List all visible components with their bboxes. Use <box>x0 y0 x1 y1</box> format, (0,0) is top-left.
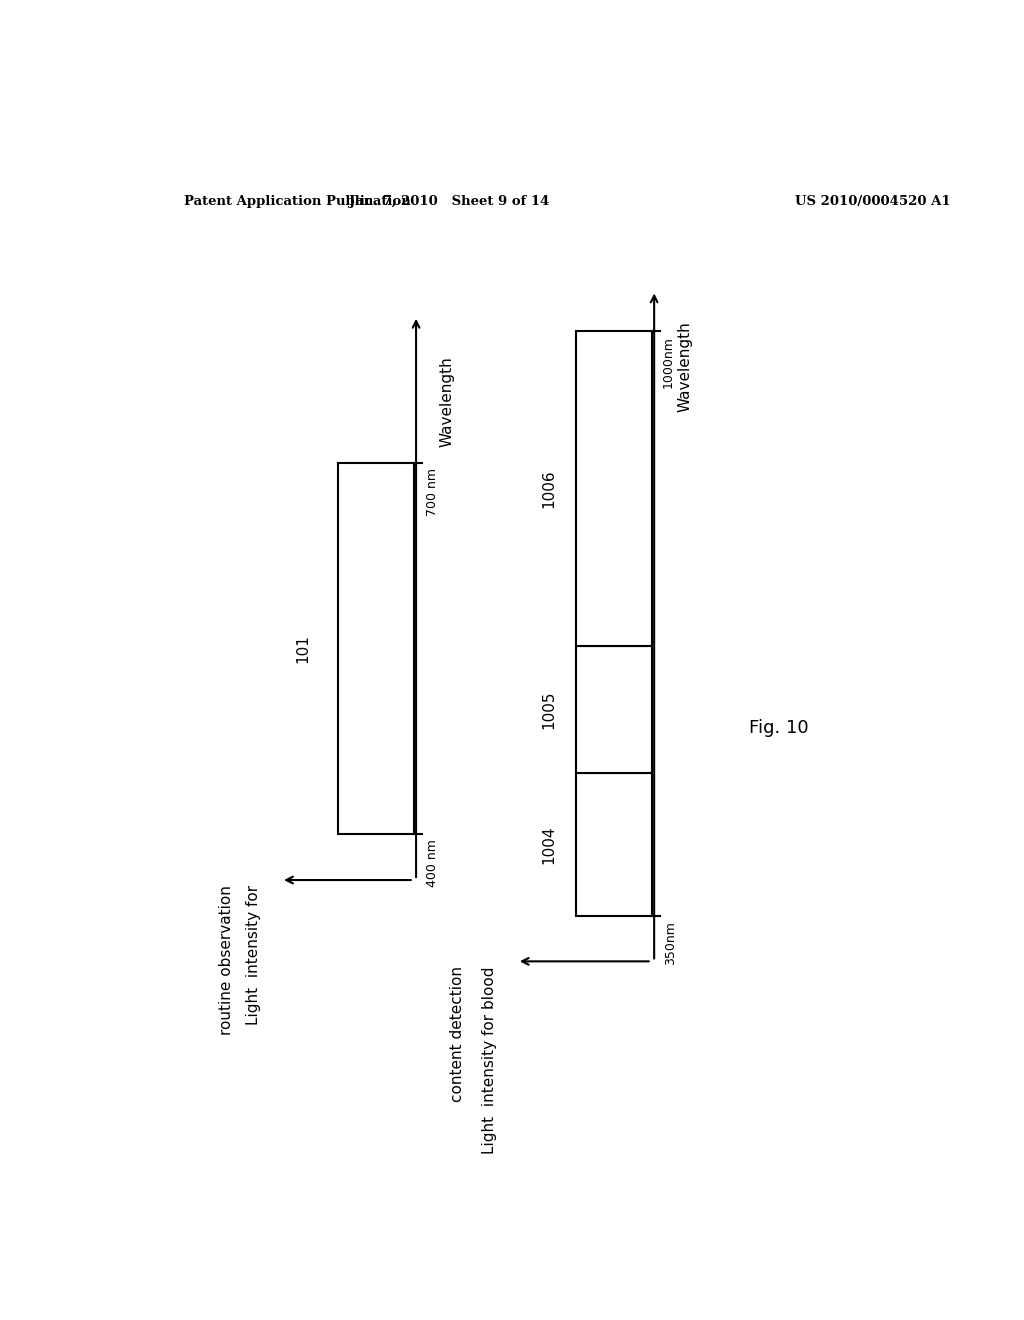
Text: routine observation: routine observation <box>218 886 233 1035</box>
Text: 101: 101 <box>295 635 310 663</box>
Text: 1004: 1004 <box>542 825 556 863</box>
Text: 1000nm: 1000nm <box>663 337 675 388</box>
Text: 1006: 1006 <box>542 470 556 508</box>
Text: Wavelength: Wavelength <box>440 356 455 447</box>
Text: 350nm: 350nm <box>664 921 677 965</box>
Text: 400 nm: 400 nm <box>426 840 438 887</box>
Text: Jan. 7, 2010   Sheet 9 of 14: Jan. 7, 2010 Sheet 9 of 14 <box>349 194 550 207</box>
Text: Wavelength: Wavelength <box>678 321 693 412</box>
Text: content detection: content detection <box>451 966 465 1102</box>
Text: Light  intensity for: Light intensity for <box>247 886 261 1026</box>
Text: US 2010/0004520 A1: US 2010/0004520 A1 <box>795 194 950 207</box>
Text: Light  intensity for blood: Light intensity for blood <box>482 966 497 1154</box>
Bar <box>338 463 414 834</box>
Text: Patent Application Publication: Patent Application Publication <box>183 194 411 207</box>
Bar <box>577 774 651 916</box>
Bar <box>577 331 651 647</box>
Text: Fig. 10: Fig. 10 <box>749 718 809 737</box>
Bar <box>577 647 651 774</box>
Text: 700 nm: 700 nm <box>426 469 438 516</box>
Text: 1005: 1005 <box>542 690 556 729</box>
